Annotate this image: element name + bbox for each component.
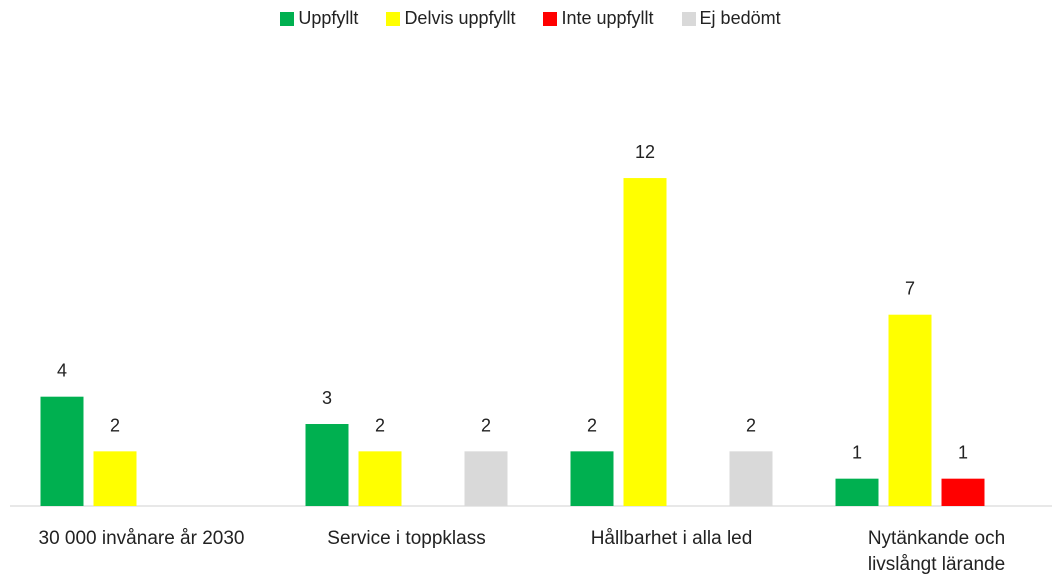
- legend-item: Ej bedömt: [681, 8, 781, 29]
- x-tick-label: Nytänkande och livslångt lärande: [867, 528, 1006, 575]
- value-label: 12: [635, 142, 655, 162]
- x-tick-label: Hållbarhet i alla led: [590, 528, 753, 549]
- bar: [358, 451, 402, 506]
- value-label: 3: [322, 388, 332, 408]
- value-label: 2: [375, 415, 385, 435]
- legend-label: Ej bedömt: [699, 8, 781, 28]
- x-tick-label: 30 000 invånare år 2030: [38, 528, 245, 549]
- legend: Uppfyllt Delvis uppfyllt Inte uppfyllt Ej b…: [0, 8, 1061, 29]
- value-label: 2: [481, 415, 491, 435]
- legend-label: Delvis uppfyllt: [404, 8, 516, 28]
- bar: [40, 396, 84, 506]
- value-label: 1: [958, 443, 968, 463]
- bar: [623, 178, 667, 507]
- legend-label: Inte uppfyllt: [561, 8, 654, 28]
- bar: [835, 478, 879, 506]
- x-tick-label: Service i toppklass: [327, 528, 486, 549]
- bar: [570, 451, 614, 506]
- legend-swatch: [543, 11, 558, 26]
- value-label: 4: [57, 361, 67, 381]
- bar: [729, 451, 773, 506]
- value-label: 2: [746, 415, 756, 435]
- value-label: 1: [852, 443, 862, 463]
- legend-item: Uppfyllt: [280, 8, 358, 29]
- bar: [305, 424, 349, 506]
- legend-item: Inte uppfyllt: [543, 8, 654, 29]
- legend-item: Delvis uppfyllt: [386, 8, 515, 29]
- value-label: 2: [110, 415, 120, 435]
- bar: [941, 478, 985, 506]
- legend-swatch: [386, 11, 401, 26]
- legend-swatch: [280, 11, 295, 26]
- value-label: 2: [587, 415, 597, 435]
- bar: [93, 451, 137, 506]
- legend-swatch: [681, 11, 696, 26]
- bar: [464, 451, 508, 506]
- value-label: 7: [905, 279, 915, 299]
- bar: [888, 314, 932, 506]
- legend-label: Uppfyllt: [298, 8, 359, 28]
